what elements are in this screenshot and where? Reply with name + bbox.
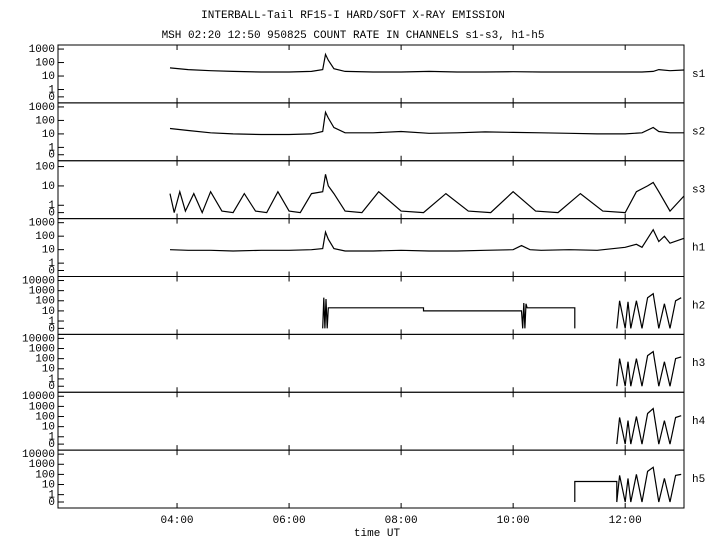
y-tick-label: 1000 [29,401,55,413]
data-line [574,466,682,503]
y-tick-label: 0 [48,381,55,393]
y-tick-label: 10 [42,306,55,318]
y-tick-label: 10 [42,71,55,83]
y-tick-label: 1000 [29,44,55,56]
y-tick-label: 100 [35,411,55,423]
y-tick-label: 1 [48,490,55,502]
panel-label: h3 [692,358,705,370]
y-tick-label: 1000 [29,459,55,471]
panel-label: h5 [692,474,705,486]
panel-label: h2 [692,300,705,312]
x-tick-label: 10:00 [497,515,530,527]
panel-label: h1 [692,242,706,254]
y-tick-label: 100 [35,115,55,127]
y-tick-label: 0 [48,439,55,451]
panel-frame [57,449,685,509]
y-tick-label: 0 [48,497,55,509]
data-line [616,292,682,329]
y-tick-label: 100 [35,469,55,481]
chart-subtitle: MSH 02:20 12:50 950825 COUNT RATE IN CHA… [162,30,545,42]
x-axis-label: time UT [354,528,401,540]
y-tick-label: 100 [35,296,55,308]
y-tick-label: 100 [35,354,55,366]
data-line [322,297,576,329]
data-line [169,52,685,73]
data-line [616,350,682,387]
panel-label: s1 [692,69,706,81]
data-line [169,228,685,252]
y-tick-label: 100 [35,231,55,243]
y-tick-label: 0 [48,92,55,104]
y-tick-label: 1 [48,316,55,328]
y-tick-label: 1 [48,200,55,212]
panel-label: s3 [692,185,705,197]
y-tick-label: 10 [42,245,55,257]
y-tick-label: 10 [42,479,55,491]
y-tick-label: 1 [48,84,55,96]
y-tick-label: 1 [48,374,55,386]
y-tick-label: 0 [48,150,55,162]
y-tick-label: 10 [42,181,55,193]
data-line [169,110,684,136]
data-line [616,407,682,445]
y-tick-label: 0 [48,265,55,277]
x-tick-label: 12:00 [609,515,642,527]
panel-label: h4 [692,416,706,428]
y-tick-label: 10000 [22,391,55,403]
y-tick-label: 10000 [22,275,55,287]
y-tick-label: 0 [48,208,55,220]
y-tick-label: 1 [48,142,55,154]
y-tick-label: 10 [42,422,55,434]
x-tick-label: 04:00 [161,515,194,527]
data-line [169,174,685,215]
chart-title: INTERBALL-Tail RF15-I HARD/SOFT X-RAY EM… [201,10,505,22]
x-tick-label: 08:00 [385,515,418,527]
y-tick-label: 10 [42,364,55,376]
y-tick-label: 10 [42,129,55,141]
y-tick-label: 1 [48,258,55,270]
y-tick-label: 100 [35,161,55,173]
y-tick-label: 1000 [29,102,55,114]
y-tick-label: 10000 [22,449,55,461]
y-tick-label: 0 [48,323,55,335]
panel-label: s2 [692,127,705,139]
y-tick-label: 10000 [22,333,55,345]
y-tick-label: 1 [48,432,55,444]
x-tick-label: 06:00 [273,515,306,527]
y-tick-label: 1000 [29,218,55,230]
y-tick-label: 1000 [29,286,55,298]
y-tick-label: 100 [35,57,55,69]
y-tick-label: 1000 [29,343,55,355]
